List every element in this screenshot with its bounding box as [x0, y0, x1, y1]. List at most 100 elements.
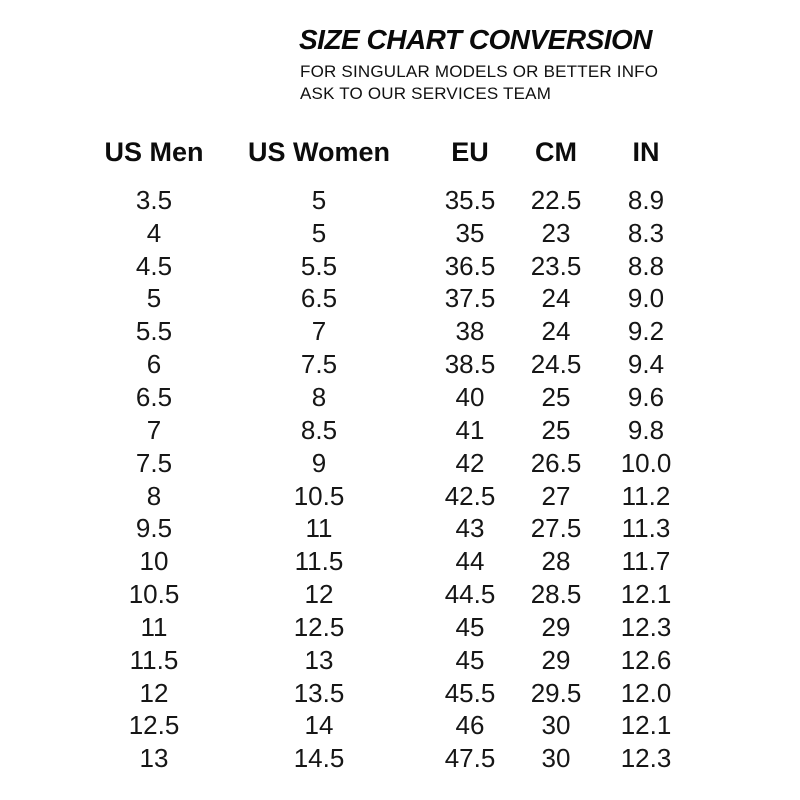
table-row: 10.5 12 44.5 28.5 12.1	[90, 578, 700, 611]
cell-eu: 44.5	[444, 579, 496, 610]
cell-us-women: 6.5	[300, 283, 338, 314]
cell-cm: 24	[541, 283, 571, 314]
cell-cm: 22.5	[530, 184, 582, 215]
cell-eu: 40	[455, 381, 485, 412]
cell-us-women: 14	[304, 710, 334, 741]
table-row: 12 13.5 45.5 29.5 12.0	[90, 677, 700, 710]
table-row: 5 6.5 37.5 24 9.0	[90, 283, 700, 316]
cell-in: 12.0	[620, 677, 672, 708]
cell-eu: 45	[455, 644, 485, 675]
cell-in: 9.8	[627, 414, 665, 445]
cell-eu: 47.5	[444, 743, 496, 774]
cell-us-women: 12	[304, 579, 334, 610]
cell-cm: 24	[541, 316, 571, 347]
cell-cm: 29.5	[530, 677, 582, 708]
cell-in: 12.1	[620, 579, 672, 610]
cell-us-men: 5	[146, 283, 162, 314]
cell-us-men: 12.5	[128, 710, 180, 741]
cell-in: 12.3	[620, 743, 672, 774]
cell-in: 8.3	[627, 217, 665, 248]
cell-us-women: 11	[305, 513, 333, 544]
cell-us-men: 12	[139, 677, 169, 708]
cell-us-men: 10.5	[128, 579, 180, 610]
cell-us-women: 5.5	[300, 250, 338, 281]
cell-us-women: 13.5	[293, 677, 345, 708]
cell-in: 10.0	[620, 447, 672, 478]
cell-eu: 35.5	[444, 184, 496, 215]
cell-cm: 29	[541, 611, 571, 642]
cell-us-women: 8	[311, 381, 327, 412]
cell-eu: 37.5	[444, 283, 496, 314]
table-row: 5.5 7 38 24 9.2	[90, 315, 700, 348]
cell-in: 12.3	[620, 611, 672, 642]
cell-eu: 44	[455, 546, 485, 577]
table-row: 9.5 11 43 27.5 11.3	[90, 512, 700, 545]
cell-us-women: 13	[304, 644, 334, 675]
subtitle-line-2: ASK TO OUR SERVICES TEAM	[300, 84, 552, 103]
cell-in: 9.4	[627, 349, 665, 380]
cell-eu: 42	[455, 447, 485, 478]
cell-cm: 28.5	[530, 579, 582, 610]
cell-eu: 41	[455, 414, 485, 445]
table-row: 13 14.5 47.5 30 12.3	[90, 742, 700, 775]
cell-in: 11.3	[621, 513, 671, 544]
cell-us-women: 14.5	[293, 743, 345, 774]
cell-us-men: 8	[146, 480, 162, 511]
cell-cm: 30	[541, 743, 571, 774]
cell-us-men: 6.5	[135, 381, 173, 412]
cell-us-men: 4	[146, 217, 162, 248]
cell-eu: 35	[455, 217, 485, 248]
cell-us-men: 7	[146, 414, 162, 445]
cell-cm: 27	[541, 480, 571, 511]
table-row: 3.5 5 35.5 22.5 8.9	[90, 184, 700, 217]
cell-cm: 24.5	[530, 349, 582, 380]
cell-us-men: 7.5	[135, 447, 173, 478]
page-title: SIZE CHART CONVERSION	[299, 24, 653, 55]
table-row: 11.5 13 45 29 12.6	[90, 644, 700, 677]
size-conversion-table: US Men US Women EU CM IN 3.5 5 35.5 22.5…	[90, 135, 700, 775]
table-row: 7.5 9 42 26.5 10.0	[90, 447, 700, 480]
cell-eu: 38	[455, 316, 485, 347]
cell-us-women: 7	[311, 316, 327, 347]
page-subtitle: FOR SINGULAR MODELS OR BETTER INFO ASK T…	[300, 61, 658, 105]
cell-us-men: 6	[146, 349, 162, 380]
table-row: 10 11.5 44 28 11.7	[90, 545, 700, 578]
cell-us-men: 3.5	[135, 184, 173, 215]
cell-us-men: 10	[139, 546, 169, 577]
cell-cm: 29	[541, 644, 571, 675]
cell-us-women: 7.5	[300, 349, 338, 380]
cell-us-men: 5.5	[135, 316, 173, 347]
table-row: 12.5 14 46 30 12.1	[90, 710, 700, 743]
subtitle-line-1: FOR SINGULAR MODELS OR BETTER INFO	[300, 62, 659, 81]
table-row: 8 10.5 42.5 27 11.2	[90, 480, 700, 513]
col-header-us-women: US Women	[247, 136, 390, 167]
cell-eu: 36.5	[444, 250, 496, 281]
cell-us-men: 11.5	[129, 644, 179, 675]
col-header-us-men: US Men	[104, 136, 204, 167]
cell-in: 12.1	[620, 710, 672, 741]
cell-us-men: 9.5	[135, 513, 173, 544]
cell-us-women: 5	[311, 184, 327, 215]
cell-cm: 23.5	[530, 250, 582, 281]
cell-us-women: 9	[311, 447, 327, 478]
cell-cm: 23	[541, 217, 571, 248]
cell-us-men: 11	[140, 611, 168, 642]
cell-cm: 25	[541, 414, 571, 445]
cell-us-men: 4.5	[135, 250, 173, 281]
table-row: 6 7.5 38.5 24.5 9.4	[90, 348, 700, 381]
cell-cm: 25	[541, 381, 571, 412]
table-row: 7 8.5 41 25 9.8	[90, 414, 700, 447]
cell-us-men: 13	[139, 743, 169, 774]
cell-in: 11.7	[621, 546, 671, 577]
col-header-cm: CM	[535, 136, 577, 167]
table-row: 11 12.5 45 29 12.3	[90, 611, 700, 644]
table-row: 4 5 35 23 8.3	[90, 217, 700, 250]
cell-eu: 42.5	[444, 480, 496, 511]
cell-in: 9.0	[627, 283, 665, 314]
table-row: 6.5 8 40 25 9.6	[90, 381, 700, 414]
cell-us-women: 8.5	[300, 414, 338, 445]
cell-us-women: 5	[311, 217, 327, 248]
cell-eu: 45.5	[444, 677, 496, 708]
cell-eu: 45	[455, 611, 485, 642]
